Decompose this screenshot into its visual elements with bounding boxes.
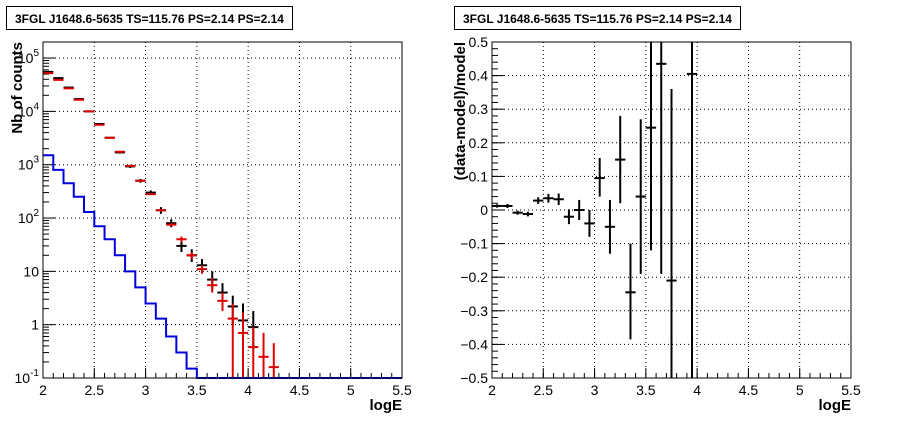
x-tick-label: 3.5 bbox=[187, 382, 207, 398]
y-tick-label: 0.3 bbox=[469, 101, 489, 117]
x-tick-label: 5 bbox=[347, 382, 355, 398]
y-tick-label: −0.2 bbox=[460, 269, 488, 285]
y-tick-label: 105 bbox=[18, 48, 40, 66]
y-tick-label: 10 bbox=[23, 263, 39, 279]
x-tick-label: 4.5 bbox=[290, 382, 310, 398]
x-tick-label: 5.5 bbox=[392, 382, 412, 398]
y-tick-label: −0.3 bbox=[460, 303, 488, 319]
x-axis-label: logE bbox=[370, 397, 403, 414]
plot-frame bbox=[491, 41, 852, 379]
y-tick-label: 0 bbox=[480, 202, 488, 218]
x-tick-label: 3 bbox=[142, 382, 150, 398]
x-tick-label: 3 bbox=[591, 382, 599, 398]
y-tick-label: −0.4 bbox=[460, 336, 488, 352]
chart-title: 3FGL J1648.6-5635 TS=115.76 PS=2.14 PS=2… bbox=[454, 6, 741, 30]
x-tick-label: 5 bbox=[796, 382, 804, 398]
counts-chart: 2 2.5 3 3.5 4 4.5 5 5.5 10-1 1 10 102 103 104 105 logE N… bbox=[9, 41, 412, 414]
plot-frame bbox=[42, 41, 403, 379]
residual-chart-panel: 3FGL J1648.6-5635 TS=115.76 PS=2.14 PS=2… bbox=[449, 0, 898, 421]
x-tick-label: 4 bbox=[244, 382, 252, 398]
y-tick-label: 0.4 bbox=[469, 68, 489, 84]
x-tick-label: 4 bbox=[693, 382, 701, 398]
y-tick-label: 0.2 bbox=[469, 135, 489, 151]
y-tick-label: 104 bbox=[18, 101, 40, 119]
model-step-line bbox=[43, 154, 402, 379]
residual-chart: 2 2.5 3 3.5 4 4.5 5 5.5 −0.5 −0.4 −0.3 −0.2 −0.1 0 0.1… bbox=[452, 34, 861, 414]
y-tick-label: 0.5 bbox=[469, 34, 489, 50]
y-tick-label: 10-1 bbox=[15, 368, 40, 386]
y-tick-label: 1 bbox=[31, 317, 39, 333]
chart-title: 3FGL J1648.6-5635 TS=115.76 PS=2.14 PS=2… bbox=[6, 6, 293, 30]
x-tick-label: 4.5 bbox=[739, 382, 759, 398]
y-tick-label: −0.5 bbox=[460, 370, 488, 386]
x-tick-label: 2.5 bbox=[534, 382, 554, 398]
y-axis-label: Nb of counts bbox=[9, 42, 26, 134]
x-axis-label: logE bbox=[819, 397, 852, 414]
x-tick-label: 3.5 bbox=[636, 382, 656, 398]
y-axis-label: (data-model)/model bbox=[452, 42, 469, 180]
y-tick-label: −0.1 bbox=[460, 236, 488, 252]
x-tick-label: 2 bbox=[39, 382, 47, 398]
counts-chart-panel: 3FGL J1648.6-5635 TS=115.76 PS=2.14 PS=2… bbox=[6, 6, 412, 414]
x-tick-label: 5.5 bbox=[841, 382, 861, 398]
x-tick-label: 2 bbox=[488, 382, 496, 398]
y-tick-label: 103 bbox=[18, 155, 40, 173]
y-tick-label: 0.1 bbox=[469, 168, 489, 184]
y-tick-label: 102 bbox=[18, 208, 40, 226]
x-tick-label: 2.5 bbox=[85, 382, 105, 398]
